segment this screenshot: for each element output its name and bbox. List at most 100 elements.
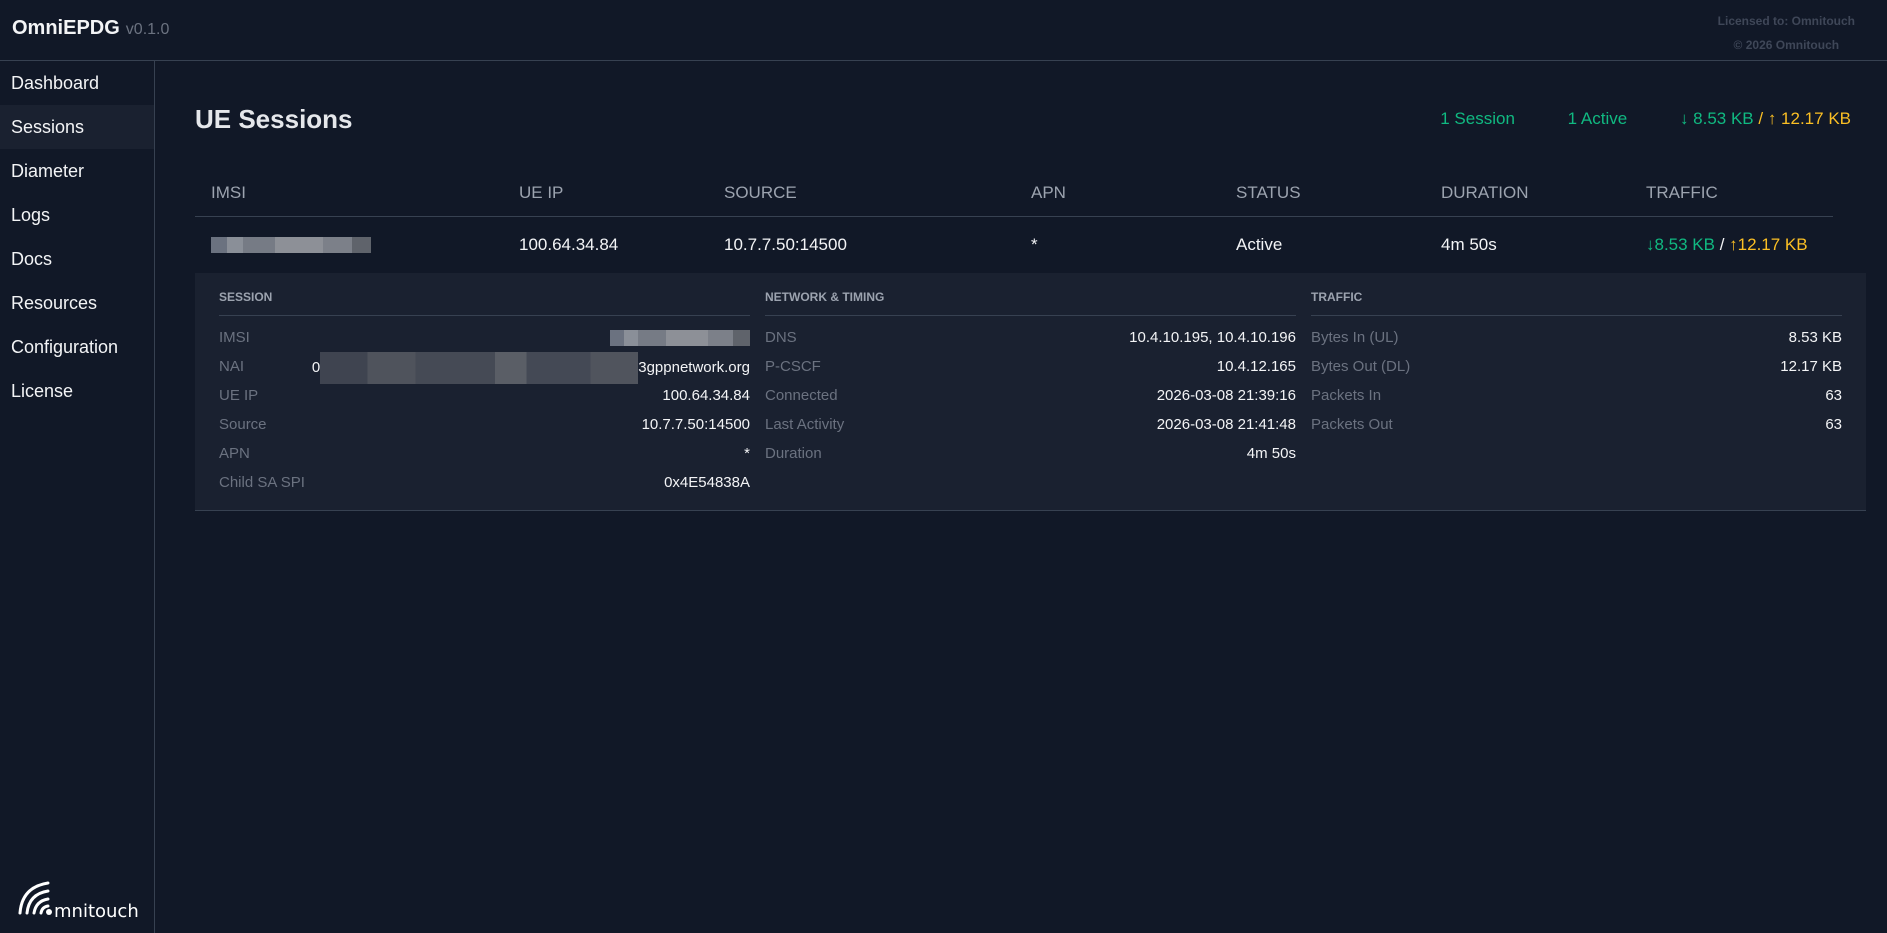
- brand: OmniEPDG v0.1.0: [12, 17, 169, 40]
- label: Connected: [765, 387, 838, 404]
- value: 100.64.34.84: [662, 387, 750, 404]
- col-duration[interactable]: DURATION: [1441, 183, 1529, 202]
- value: 2026-03-08 21:39:16: [1156, 387, 1296, 404]
- cell-apn: *: [1031, 235, 1038, 254]
- page-title: UE Sessions: [195, 104, 353, 134]
- kv-nai: NAI 0 3gppnetwork.org: [219, 352, 750, 384]
- cell-traffic-sep: /: [1715, 235, 1730, 254]
- kv-last-activity: Last Activity 2026-03-08 21:41:48: [765, 410, 1296, 439]
- license-info: Licensed to: Omnitouch © 2026 Omnitouch: [1718, 9, 1855, 57]
- kv-bytes-out: Bytes Out (DL) 12.17 KB: [1311, 352, 1842, 381]
- version: v0.1.0: [125, 21, 170, 38]
- value: 4m 50s: [1246, 445, 1296, 462]
- label: APN: [219, 445, 250, 462]
- label: UE IP: [219, 387, 259, 404]
- kv-packets-in: Packets In 63: [1311, 381, 1842, 410]
- section-traffic: TRAFFIC Bytes In (UL) 8.53 KB Bytes Out (…: [1311, 273, 1842, 439]
- sidebar-item-configuration[interactable]: Configuration: [11, 337, 119, 357]
- kv-spi: Child SA SPI 0x4E54838A: [219, 468, 750, 497]
- kv-source: Source 10.7.7.50:14500: [219, 410, 750, 439]
- nai-redacted: [320, 352, 639, 384]
- value: 10.7.7.50:14500: [641, 416, 750, 433]
- cell-source: 10.7.7.50:14500: [724, 235, 847, 254]
- value: 8.53 KB: [1788, 329, 1842, 346]
- brand-name: OmniEPDG: [12, 17, 120, 39]
- nai-value: 0 3gppnetwork.org: [312, 352, 750, 384]
- status-badge: Active: [1236, 235, 1283, 254]
- cell-duration: 4m 50s: [1441, 235, 1497, 254]
- cell-traffic-down: ↓8.53 KB: [1646, 235, 1715, 254]
- label: IMSI: [219, 329, 250, 346]
- kv-imsi: IMSI: [219, 323, 750, 352]
- session-stats: 1 Session 1 Active ↓ 8.53 KB / ↑ 12.17 K…: [1392, 109, 1851, 129]
- sidebar-item-logs[interactable]: Logs: [11, 205, 51, 225]
- sidebar-item-docs[interactable]: Docs: [11, 249, 53, 269]
- traffic-total: ↓ 8.53 KB / ↑ 12.17 KB: [1680, 109, 1851, 128]
- kv-pcscf: P-CSCF 10.4.12.165: [765, 352, 1296, 381]
- traffic-sep: /: [1753, 109, 1768, 128]
- label: Source: [219, 416, 267, 433]
- label: Packets Out: [1311, 416, 1393, 433]
- value: 0x4E54838A: [664, 474, 750, 491]
- section-session: SESSION IMSI NAI 0 3gppnetwork.org UE IP 10…: [219, 273, 750, 497]
- sidebar-item-license[interactable]: License: [11, 381, 74, 401]
- licensed-to: Licensed to: Omnitouch: [1717, 14, 1855, 28]
- imsi-redacted: [211, 237, 371, 258]
- value: 63: [1825, 387, 1842, 404]
- section-title: NETWORK & TIMING: [765, 290, 1296, 316]
- sidebar-item-sessions[interactable]: Sessions: [0, 105, 154, 149]
- label: Child SA SPI: [219, 474, 305, 491]
- traffic-up: ↑ 12.17 KB: [1767, 109, 1851, 128]
- value: 10.4.12.165: [1216, 358, 1296, 375]
- col-imsi[interactable]: IMSI: [211, 183, 246, 202]
- section-title: TRAFFIC: [1311, 290, 1842, 316]
- svg-text:mnitouch: mnitouch: [54, 901, 139, 922]
- sidebar: Dashboard Sessions Diameter Logs Docs Re…: [0, 61, 155, 933]
- top-header: OmniEPDG v0.1.0 Licensed to: Omnitouch © …: [0, 0, 1887, 61]
- kv-apn: APN *: [219, 439, 750, 468]
- session-detail-panel: SESSION IMSI NAI 0 3gppnetwork.org UE IP 10…: [195, 273, 1866, 511]
- value: 12.17 KB: [1780, 358, 1842, 375]
- label: Last Activity: [765, 416, 845, 433]
- col-ue-ip[interactable]: UE IP: [519, 183, 564, 202]
- sidebar-item-dashboard[interactable]: Dashboard: [11, 73, 100, 93]
- imsi-redacted: [610, 323, 750, 352]
- session-count: 1 Session: [1440, 109, 1515, 128]
- label: DNS: [765, 329, 797, 346]
- label: Duration: [765, 445, 822, 462]
- value: 2026-03-08 21:41:48: [1156, 416, 1296, 433]
- copyright: © 2026 Omnitouch: [1733, 38, 1840, 52]
- label: Bytes In (UL): [1311, 329, 1399, 346]
- sidebar-item-diameter[interactable]: Diameter: [11, 161, 85, 181]
- kv-dns: DNS 10.4.10.195, 10.4.10.196: [765, 323, 1296, 352]
- value: 63: [1825, 416, 1842, 433]
- section-title: SESSION: [219, 290, 750, 316]
- value: *: [744, 445, 750, 462]
- col-apn[interactable]: APN: [1031, 183, 1066, 202]
- label: NAI: [219, 358, 245, 375]
- col-status[interactable]: STATUS: [1236, 183, 1301, 202]
- kv-ue-ip: UE IP 100.64.34.84: [219, 381, 750, 410]
- table-row[interactable]: 100.64.34.84 10.7.7.50:14500 * Active 4m…: [195, 217, 1833, 273]
- nai-prefix: 0: [311, 358, 321, 376]
- kv-duration: Duration 4m 50s: [765, 439, 1296, 468]
- cell-traffic-up: ↑12.17 KB: [1729, 235, 1808, 254]
- kv-bytes-in: Bytes In (UL) 8.53 KB: [1311, 323, 1842, 352]
- col-traffic[interactable]: TRAFFIC: [1646, 183, 1718, 202]
- col-source[interactable]: SOURCE: [724, 183, 797, 202]
- traffic-down: ↓ 8.53 KB: [1679, 109, 1754, 128]
- label: Packets In: [1311, 387, 1382, 404]
- value: 10.4.10.195, 10.4.10.196: [1129, 329, 1296, 346]
- label: Bytes Out (DL): [1311, 358, 1411, 375]
- kv-packets-out: Packets Out 63: [1311, 410, 1842, 439]
- table-header: IMSI UE IP SOURCE APN STATUS DURATION TR…: [195, 167, 1833, 217]
- nai-suffix: 3gppnetwork.org: [638, 358, 750, 376]
- section-network: NETWORK & TIMING DNS 10.4.10.195, 10.4.10…: [765, 273, 1296, 468]
- active-count: 1 Active: [1567, 109, 1628, 128]
- cell-ue-ip: 100.64.34.84: [519, 235, 619, 254]
- omnitouch-logo: mnitouch: [18, 881, 139, 922]
- sidebar-item-resources[interactable]: Resources: [11, 293, 98, 313]
- cell-traffic: ↓8.53 KB / ↑12.17 KB: [1646, 235, 1808, 255]
- label: P-CSCF: [765, 358, 821, 375]
- kv-connected: Connected 2026-03-08 21:39:16: [765, 381, 1296, 410]
